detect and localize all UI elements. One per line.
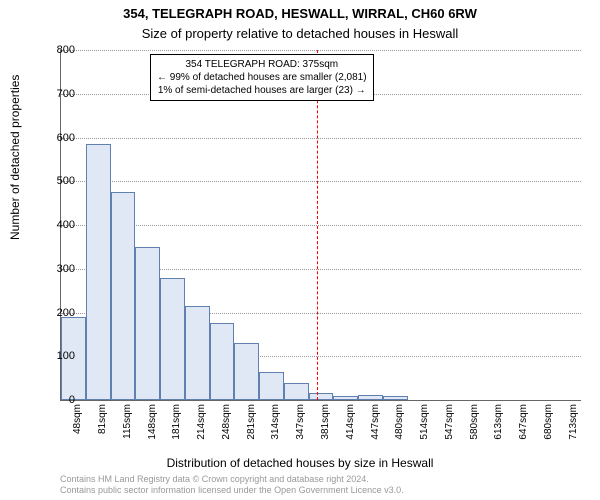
attribution-line-2: Contains public sector information licen… xyxy=(60,485,404,496)
xtick-label: 680sqm xyxy=(543,404,554,454)
xtick-label: 81sqm xyxy=(97,404,108,454)
xtick-label: 248sqm xyxy=(221,404,232,454)
ytick-label: 0 xyxy=(45,394,75,406)
xtick-label: 115sqm xyxy=(122,404,133,454)
attribution-line-1: Contains HM Land Registry data © Crown c… xyxy=(60,474,404,485)
ytick-label: 500 xyxy=(45,175,75,187)
chart-container: 354, TELEGRAPH ROAD, HESWALL, WIRRAL, CH… xyxy=(0,0,600,500)
histogram-bar xyxy=(111,192,136,400)
xtick-label: 381sqm xyxy=(320,404,331,454)
xtick-label: 347sqm xyxy=(295,404,306,454)
ytick-label: 700 xyxy=(45,88,75,100)
histogram-bar xyxy=(309,393,334,400)
attribution-text: Contains HM Land Registry data © Crown c… xyxy=(60,474,404,496)
ytick-label: 400 xyxy=(45,219,75,231)
histogram-bar xyxy=(333,396,358,400)
xtick-label: 281sqm xyxy=(246,404,257,454)
info-box: 354 TELEGRAPH ROAD: 375sqm← 99% of detac… xyxy=(150,54,374,101)
gridline xyxy=(61,225,581,226)
chart-title-sub: Size of property relative to detached ho… xyxy=(0,26,600,41)
ytick-label: 800 xyxy=(45,44,75,56)
gridline xyxy=(61,50,581,51)
histogram-bar xyxy=(185,306,210,400)
xtick-label: 580sqm xyxy=(469,404,480,454)
plot-area xyxy=(60,50,581,401)
xtick-label: 647sqm xyxy=(518,404,529,454)
marker-line xyxy=(317,50,318,400)
ytick-label: 600 xyxy=(45,132,75,144)
ytick-label: 100 xyxy=(45,350,75,362)
xtick-label: 181sqm xyxy=(171,404,182,454)
histogram-bar xyxy=(383,396,408,400)
ytick-label: 200 xyxy=(45,307,75,319)
info-box-line: ← 99% of detached houses are smaller (2,… xyxy=(157,71,367,84)
gridline xyxy=(61,181,581,182)
xtick-label: 314sqm xyxy=(270,404,281,454)
histogram-bar xyxy=(86,144,111,400)
xtick-label: 447sqm xyxy=(370,404,381,454)
xtick-label: 713sqm xyxy=(568,404,579,454)
xtick-label: 514sqm xyxy=(419,404,430,454)
xtick-label: 48sqm xyxy=(72,404,83,454)
xtick-label: 414sqm xyxy=(345,404,356,454)
histogram-bar xyxy=(160,278,185,401)
info-box-line: 1% of semi-detached houses are larger (2… xyxy=(157,84,367,97)
chart-title-main: 354, TELEGRAPH ROAD, HESWALL, WIRRAL, CH… xyxy=(0,6,600,21)
histogram-bar xyxy=(284,383,309,401)
xtick-label: 613sqm xyxy=(493,404,504,454)
info-box-line: 354 TELEGRAPH ROAD: 375sqm xyxy=(157,58,367,71)
ytick-label: 300 xyxy=(45,263,75,275)
xtick-label: 547sqm xyxy=(444,404,455,454)
xtick-label: 214sqm xyxy=(196,404,207,454)
xtick-label: 480sqm xyxy=(394,404,405,454)
y-axis-label: Number of detached properties xyxy=(8,75,22,240)
histogram-bar xyxy=(210,323,235,400)
histogram-bar xyxy=(358,395,383,400)
xtick-label: 148sqm xyxy=(147,404,158,454)
x-axis-label: Distribution of detached houses by size … xyxy=(0,456,600,470)
histogram-bar xyxy=(135,247,160,400)
histogram-bar xyxy=(259,372,284,400)
histogram-bar xyxy=(234,343,259,400)
gridline xyxy=(61,138,581,139)
